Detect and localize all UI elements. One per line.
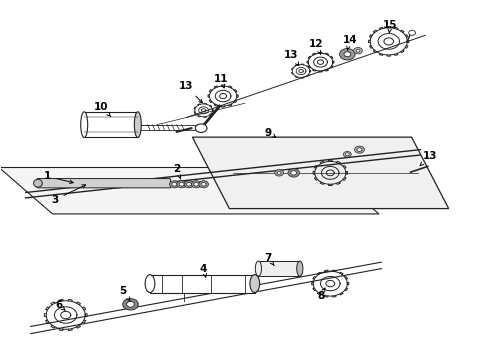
- Bar: [150, 275, 255, 293]
- Text: 14: 14: [343, 35, 357, 50]
- Bar: [258, 261, 300, 276]
- Bar: [84, 112, 138, 138]
- Text: 7: 7: [265, 253, 274, 266]
- Circle shape: [179, 183, 184, 186]
- Circle shape: [344, 52, 351, 57]
- Circle shape: [343, 152, 351, 157]
- FancyBboxPatch shape: [37, 179, 171, 188]
- Polygon shape: [193, 137, 449, 208]
- Circle shape: [192, 181, 201, 188]
- Circle shape: [355, 146, 365, 153]
- Text: 4: 4: [200, 264, 207, 277]
- Circle shape: [184, 181, 194, 188]
- Circle shape: [275, 170, 284, 176]
- Circle shape: [277, 171, 281, 174]
- Ellipse shape: [33, 179, 42, 187]
- Circle shape: [340, 49, 355, 60]
- Text: 15: 15: [383, 19, 397, 33]
- Circle shape: [122, 298, 138, 310]
- Text: 1: 1: [44, 171, 73, 184]
- Circle shape: [345, 153, 349, 156]
- Circle shape: [170, 181, 179, 188]
- Ellipse shape: [255, 261, 262, 276]
- Circle shape: [126, 301, 134, 307]
- Text: 2: 2: [173, 163, 181, 179]
- Circle shape: [172, 183, 177, 186]
- Circle shape: [288, 168, 299, 177]
- Text: 5: 5: [120, 287, 130, 301]
- Circle shape: [356, 49, 360, 52]
- Circle shape: [177, 181, 187, 188]
- Ellipse shape: [145, 275, 155, 293]
- Circle shape: [409, 30, 416, 35]
- Text: 12: 12: [308, 39, 323, 54]
- Circle shape: [201, 183, 206, 186]
- Ellipse shape: [134, 112, 141, 138]
- Text: 13: 13: [420, 151, 438, 166]
- Circle shape: [357, 148, 362, 152]
- Ellipse shape: [297, 261, 303, 276]
- Text: 10: 10: [94, 102, 111, 117]
- Text: 13: 13: [284, 50, 299, 66]
- Text: 3: 3: [51, 185, 86, 204]
- Text: 9: 9: [265, 128, 276, 138]
- Ellipse shape: [81, 112, 88, 138]
- Circle shape: [354, 48, 363, 54]
- Text: 6: 6: [55, 300, 65, 310]
- Circle shape: [196, 124, 207, 132]
- Circle shape: [199, 181, 208, 188]
- Polygon shape: [0, 167, 379, 214]
- Ellipse shape: [250, 275, 260, 293]
- Circle shape: [187, 183, 192, 186]
- Text: 8: 8: [317, 288, 325, 301]
- Circle shape: [194, 183, 199, 186]
- Text: 13: 13: [179, 81, 202, 103]
- Text: 11: 11: [213, 74, 228, 88]
- Circle shape: [291, 171, 296, 175]
